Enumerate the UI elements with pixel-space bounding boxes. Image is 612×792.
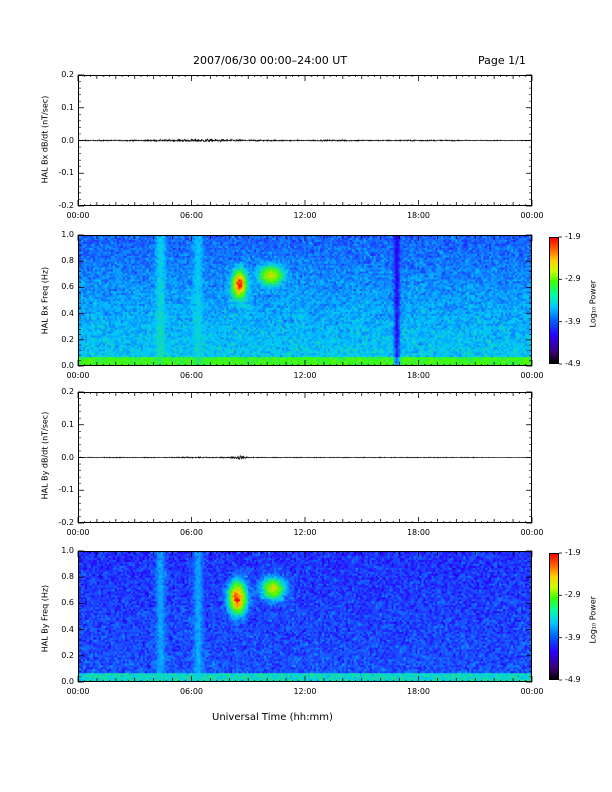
x-tick-label: 12:00 <box>293 371 317 380</box>
x-tick-label: 00:00 <box>66 211 90 220</box>
y-tick-label: 0.0 <box>61 135 74 145</box>
x-tick-label: 12:00 <box>293 528 317 537</box>
y-tick-label: 0.2 <box>61 70 74 79</box>
colorbar-tick-label: -3.9 <box>565 632 581 642</box>
y-tick-label: 1.0 <box>61 230 74 239</box>
x-tick-label: 06:00 <box>179 687 204 696</box>
x-tick-label: 18:00 <box>406 687 431 696</box>
by-spectrogram-canvas <box>79 552 531 681</box>
x-tick-label: 00:00 <box>520 528 544 537</box>
x-tick-label: 06:00 <box>179 211 204 220</box>
x-axis-label: Universal Time (hh:mm) <box>212 712 333 723</box>
x-tick-label: 06:00 <box>179 371 204 380</box>
y-tick-label: 0.0 <box>61 452 74 462</box>
y-tick-label: -0.2 <box>58 518 74 527</box>
x-tick-label: 00:00 <box>66 687 90 696</box>
y-tick-label: 1.0 <box>61 546 74 555</box>
page-title: 2007/06/30 00:00–24:00 UT <box>193 54 348 67</box>
x-tick-label: 12:00 <box>293 687 317 696</box>
colorbar-label: Log₁₀ Power <box>588 280 598 328</box>
x-tick-label: 00:00 <box>520 687 544 696</box>
y-tick-label: 0.2 <box>61 334 74 344</box>
colorbar-tick-label: -4.9 <box>565 675 581 684</box>
y-tick-label: 0.4 <box>61 624 74 634</box>
y-tick-label: 0.1 <box>61 419 74 429</box>
y-tick-label: 0.1 <box>61 102 74 112</box>
colorbar-tick-label: -1.9 <box>565 232 581 241</box>
x-tick-label: 00:00 <box>520 371 544 380</box>
by-spectrogram <box>78 551 532 682</box>
y-tick-label: 0.4 <box>61 308 74 318</box>
colorbar-tick-label: -2.9 <box>565 274 581 284</box>
y-tick-label: 0.2 <box>61 387 74 396</box>
y-tick-label: 0.0 <box>61 361 74 370</box>
y-tick-label: -0.1 <box>58 485 74 495</box>
x-tick-label: 06:00 <box>179 528 204 537</box>
y-tick-label: 0.8 <box>61 572 74 582</box>
x-tick-label: 00:00 <box>520 211 544 220</box>
by-colorbar <box>549 553 559 680</box>
colorbar-tick-label: -1.9 <box>565 548 581 557</box>
y-tick-label: 0.8 <box>61 256 74 266</box>
page-number: Page 1/1 <box>478 54 526 67</box>
colorbar-tick-label: -3.9 <box>565 316 581 326</box>
bx-colorbar <box>549 237 559 364</box>
x-tick-label: 18:00 <box>406 371 431 380</box>
y-tick-label: 0.6 <box>61 282 74 292</box>
y-tick-label: 0.6 <box>61 598 74 608</box>
colorbar-label: Log₁₀ Power <box>588 596 598 644</box>
y-tick-label: -0.1 <box>58 168 74 178</box>
x-tick-label: 18:00 <box>406 211 431 220</box>
bx-spectrogram-canvas <box>79 236 531 365</box>
colorbar-tick-label: -4.9 <box>565 359 581 368</box>
y-tick-label: -0.2 <box>58 201 74 210</box>
x-tick-label: 18:00 <box>406 528 431 537</box>
x-tick-label: 00:00 <box>66 528 90 537</box>
signal-trace <box>77 454 532 460</box>
y-tick-label: 0.0 <box>61 677 74 686</box>
signal-trace <box>77 137 533 143</box>
colorbar-tick-label: -2.9 <box>565 590 581 600</box>
x-tick-label: 00:00 <box>66 371 90 380</box>
x-tick-label: 12:00 <box>293 211 317 220</box>
y-tick-label: 0.2 <box>61 650 74 660</box>
